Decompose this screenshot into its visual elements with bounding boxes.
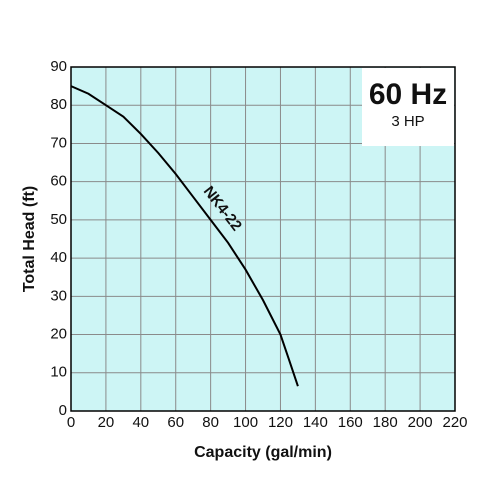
x-axis-title: Capacity (gal/min) (194, 444, 332, 461)
x-tick-label: 80 (202, 414, 219, 431)
x-tick-label: 60 (167, 414, 184, 431)
y-tick-label: 60 (50, 173, 67, 190)
y-tick-label: 40 (50, 249, 67, 266)
x-tick-label: 180 (373, 414, 398, 431)
y-tick-label: 20 (50, 326, 67, 343)
x-tick-label: 160 (338, 414, 363, 431)
x-tick-label: 0 (67, 414, 75, 431)
x-tick-label: 220 (442, 414, 467, 431)
y-tick-label: 10 (50, 364, 67, 381)
y-tick-label: 50 (50, 211, 67, 228)
x-tick-label: 20 (98, 414, 115, 431)
y-tick-label: 90 (50, 58, 67, 75)
x-tick-label: 200 (408, 414, 433, 431)
annotation: 3 HP (391, 113, 424, 130)
info-box (362, 68, 454, 146)
annotation: 60 Hz (369, 78, 447, 111)
y-tick-label: 80 (50, 96, 67, 113)
y-tick-label: 30 (50, 287, 67, 304)
plot-border (70, 66, 456, 412)
x-tick-label: 100 (233, 414, 258, 431)
y-axis-title: Total Head (ft) (21, 186, 38, 292)
x-tick-label: 140 (303, 414, 328, 431)
y-tick-label: 0 (59, 402, 67, 419)
marks (70, 85, 299, 387)
x-tick-label: 120 (268, 414, 293, 431)
curve (70, 85, 299, 387)
x-tick-label: 40 (132, 414, 149, 431)
y-tick-label: 70 (50, 134, 67, 151)
